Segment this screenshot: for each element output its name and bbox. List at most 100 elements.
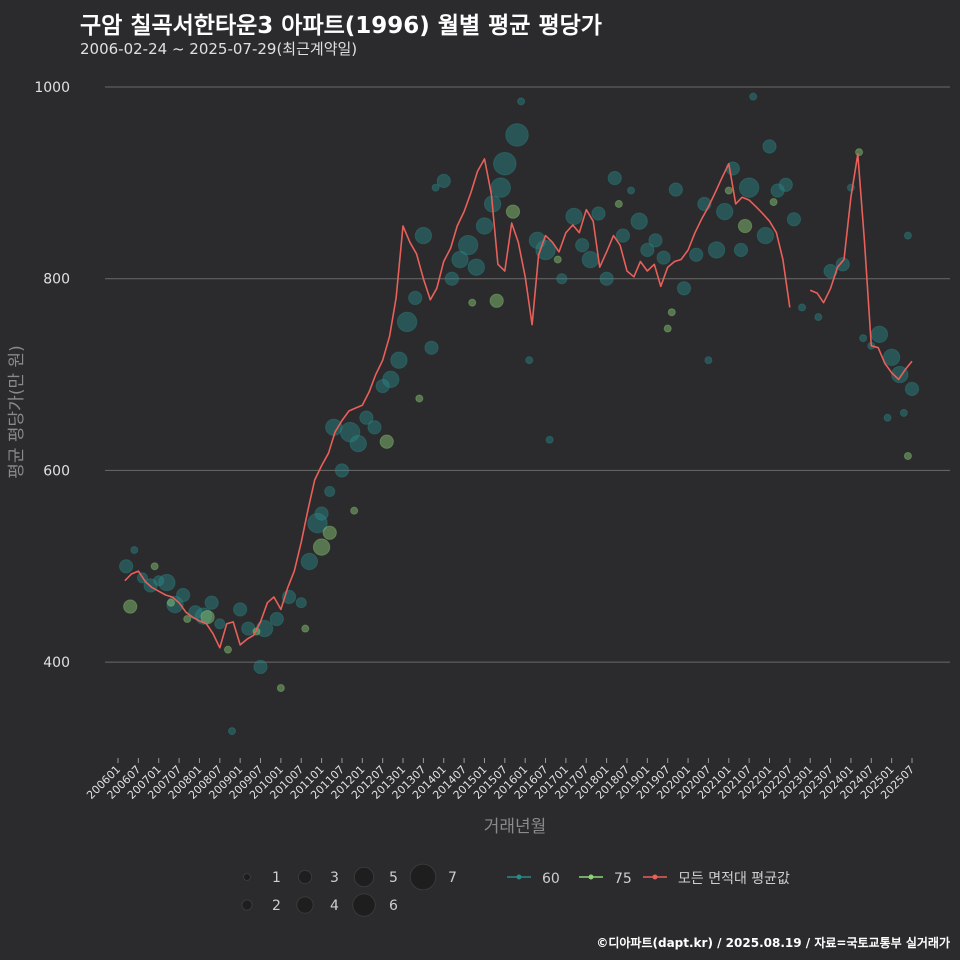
y-tick-label: 1000 bbox=[34, 80, 70, 96]
legend-size-marker bbox=[409, 863, 437, 891]
scatter-point-75 bbox=[322, 525, 337, 540]
scatter-point-60 bbox=[545, 435, 554, 444]
scatter-point-60 bbox=[648, 233, 663, 248]
scatter-point-60 bbox=[204, 595, 219, 610]
legend-size-label: 5 bbox=[389, 870, 398, 886]
scatter-point-60 bbox=[823, 263, 838, 279]
scatter-point-60 bbox=[396, 311, 418, 333]
scatter-point-60 bbox=[300, 552, 319, 571]
legend-size-marker bbox=[241, 899, 253, 911]
scatter-point-60 bbox=[814, 313, 823, 322]
avg-price-line bbox=[124, 158, 791, 649]
legend-size-label: 3 bbox=[330, 870, 339, 886]
scatter-point-60 bbox=[630, 212, 648, 230]
scatter-point-60 bbox=[525, 356, 534, 365]
scatter-point-60 bbox=[762, 139, 777, 154]
page-title: 구암 칠곡서한타운3 아파트(1996) 월별 평균 평당가 bbox=[80, 13, 602, 39]
scatter-point-75 bbox=[200, 609, 215, 625]
legend-size-label: 2 bbox=[272, 898, 281, 914]
scatter-point-75 bbox=[123, 599, 138, 614]
scatter-point-60 bbox=[158, 573, 176, 592]
scatter-point-60 bbox=[367, 420, 382, 435]
scatter-point-60 bbox=[835, 257, 850, 272]
scatter-point-60 bbox=[227, 727, 237, 736]
scatter-point-60 bbox=[770, 183, 785, 198]
source-caption: ©디아파트(dapt.kr) / 2025.08.19 / 자료=국토교통부 실… bbox=[596, 936, 950, 950]
x-axis-label: 거래년월 bbox=[484, 817, 547, 837]
scatter-point-60 bbox=[241, 621, 256, 636]
scatter-point-60 bbox=[904, 381, 920, 397]
scatter-point-75 bbox=[667, 308, 676, 317]
scatter-point-60 bbox=[733, 242, 749, 258]
scatter-point-60 bbox=[903, 231, 912, 240]
scatter-point-60 bbox=[233, 602, 248, 617]
scatter-point-60 bbox=[668, 182, 683, 197]
scatter-point-75 bbox=[276, 683, 285, 693]
scatter-point-60 bbox=[475, 217, 494, 235]
scatter-point-60 bbox=[493, 151, 517, 176]
scatter-point-75 bbox=[489, 293, 504, 308]
scatter-point-75 bbox=[769, 197, 778, 207]
scatter-point-60 bbox=[707, 241, 726, 259]
scatter-point-75 bbox=[350, 506, 359, 515]
scatter-point-60 bbox=[295, 597, 307, 609]
scatter-point-60 bbox=[505, 123, 529, 147]
scatter-point-60 bbox=[517, 97, 526, 106]
scatter-point-60 bbox=[118, 559, 134, 574]
scatter-point-60 bbox=[882, 348, 901, 367]
scatter-point-60 bbox=[676, 281, 692, 296]
scatter-point-75 bbox=[553, 255, 562, 264]
scatter-point-60 bbox=[535, 239, 556, 261]
y-tick-label: 800 bbox=[43, 272, 70, 288]
scatter-point-75 bbox=[183, 614, 192, 624]
scatter-point-60 bbox=[715, 202, 734, 221]
scatter-point-60 bbox=[359, 410, 374, 425]
scatter-point-60 bbox=[436, 173, 451, 189]
scatter-point-60 bbox=[175, 587, 191, 603]
scatter-point-60 bbox=[467, 258, 486, 276]
legend: 1 2 3 4 5 6 7 60 75 모든 면적대 평균값 bbox=[241, 863, 790, 917]
scatter-point-60 bbox=[166, 595, 184, 614]
scatter-point-75 bbox=[312, 538, 331, 556]
scatter-point-60 bbox=[883, 413, 892, 422]
scatter-point-60 bbox=[375, 378, 390, 394]
scatter-point-60 bbox=[390, 351, 408, 369]
scatter-point-75 bbox=[903, 452, 912, 461]
scatter-point-60 bbox=[565, 207, 583, 226]
scatter-point-60 bbox=[870, 325, 889, 344]
scatter-point-60 bbox=[749, 92, 758, 101]
scatter-point-60 bbox=[408, 290, 423, 306]
y-tick-label: 600 bbox=[43, 463, 70, 479]
legend-series-label: 75 bbox=[614, 871, 632, 887]
scatter-point-60 bbox=[581, 250, 600, 269]
scatter-point-60 bbox=[349, 434, 367, 453]
scatter-point-60 bbox=[424, 340, 439, 355]
scatter-point-75 bbox=[415, 394, 424, 403]
y-tick-label: 400 bbox=[43, 655, 70, 671]
scatter-point-75 bbox=[663, 324, 672, 333]
scatter-point-75 bbox=[166, 598, 175, 607]
scatter-point-60 bbox=[457, 234, 479, 256]
scatter-point-60 bbox=[607, 170, 622, 186]
legend-size-marker bbox=[296, 896, 314, 914]
scatter-point-60 bbox=[798, 303, 807, 312]
scatter-point-75 bbox=[724, 186, 733, 195]
date-range-subtitle: 2006-02-24 ~ 2025-07-29(최근계약일) bbox=[80, 40, 358, 58]
y-axis-label: 평균 평당가(만 원) bbox=[7, 345, 27, 479]
legend-size-marker bbox=[242, 872, 252, 882]
legend-series-dot bbox=[516, 874, 522, 880]
scatter-point-60 bbox=[153, 575, 165, 587]
legend-series-label: 60 bbox=[542, 871, 560, 887]
scatter-point-60 bbox=[656, 250, 671, 265]
scatter-point-75 bbox=[301, 624, 310, 633]
legend-series-label: 모든 면적대 평균값 bbox=[678, 871, 790, 887]
scatter-point-60 bbox=[334, 463, 350, 478]
scatter-point-60 bbox=[490, 177, 511, 198]
scatter-point-60 bbox=[599, 271, 614, 286]
legend-series-dot bbox=[588, 874, 594, 880]
scatter-point-60 bbox=[689, 247, 704, 262]
legend-series-dot bbox=[652, 874, 658, 880]
scatter-point-60 bbox=[130, 545, 139, 555]
scatter-point-60 bbox=[615, 228, 631, 243]
